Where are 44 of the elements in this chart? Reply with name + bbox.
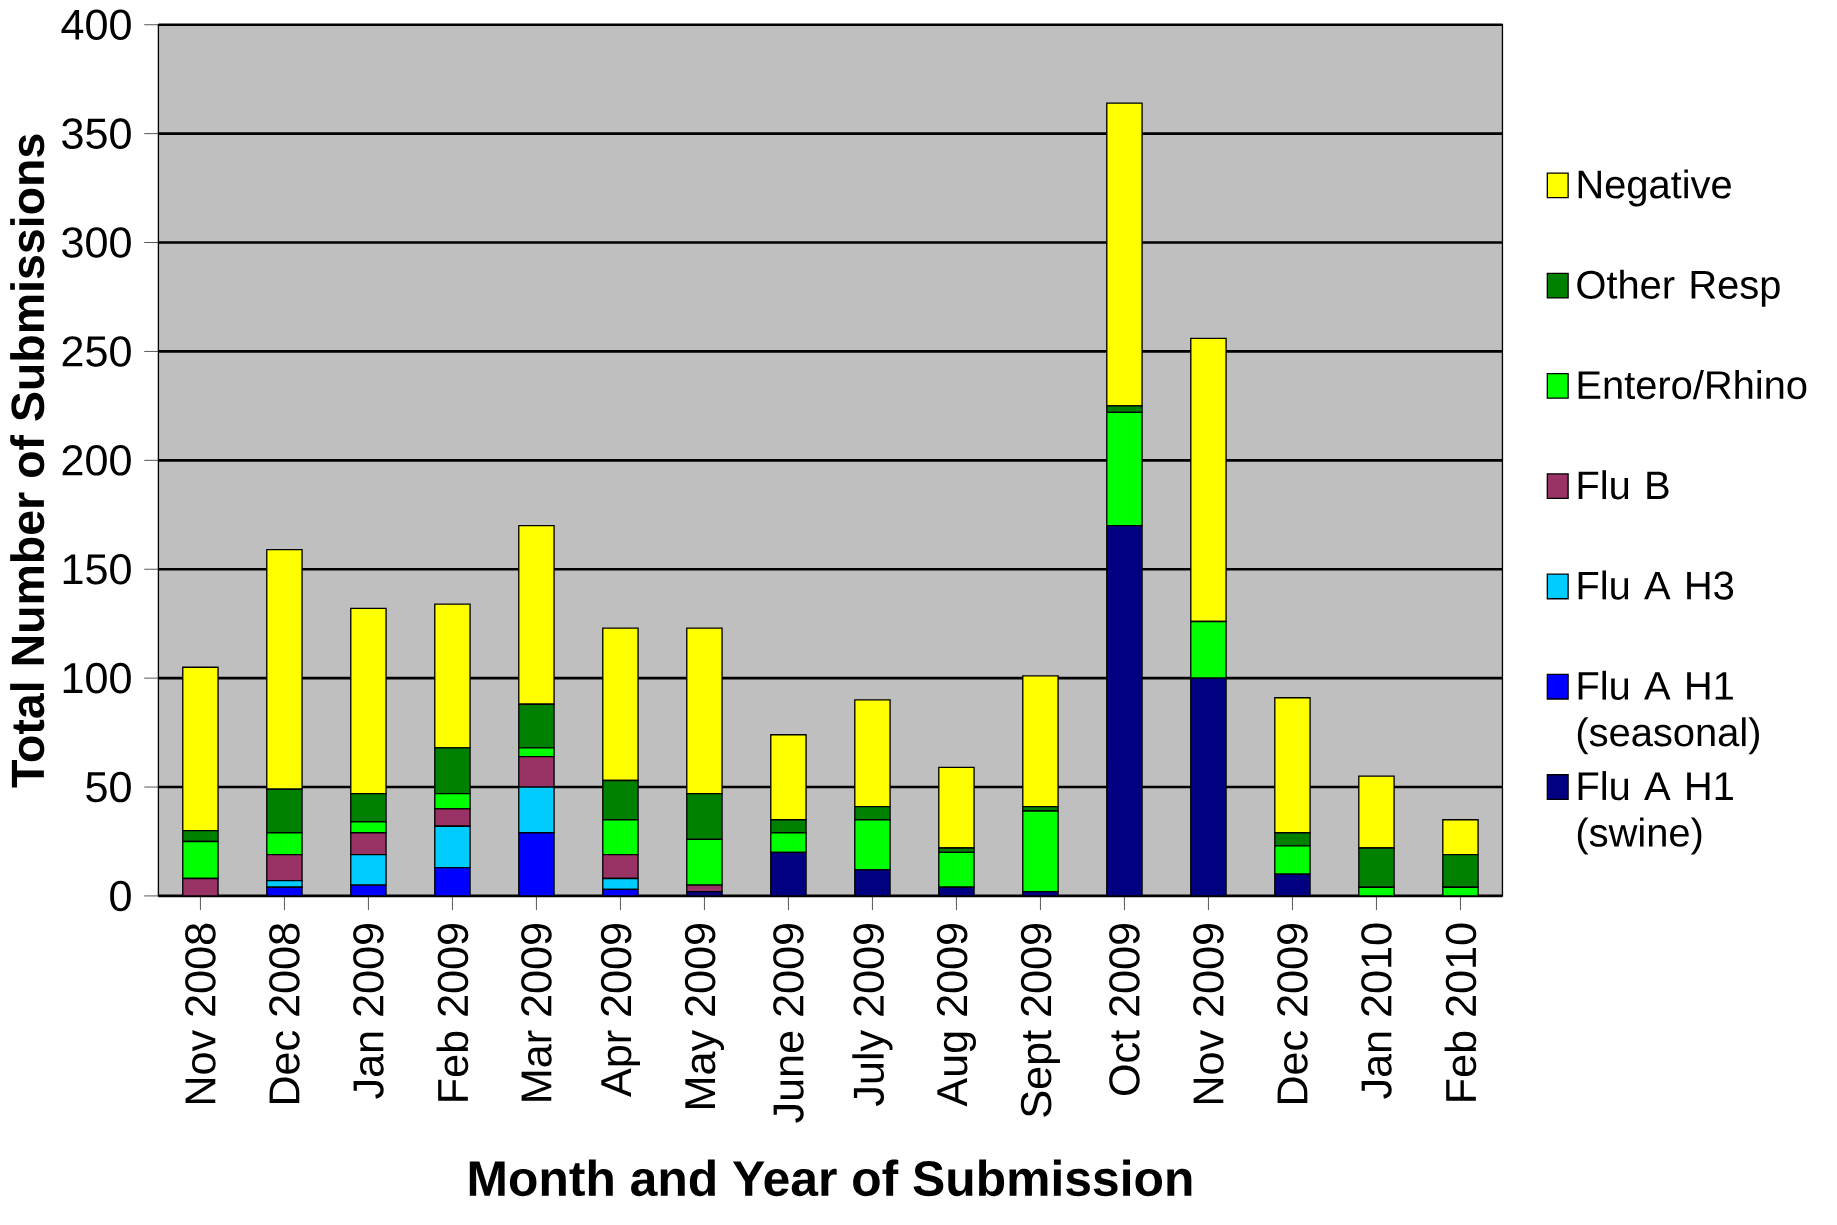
x-tick-label: Dec 2009 (1277, 923, 1308, 1104)
legend-label: Flu A H1 (swine) (1577, 771, 1733, 855)
y-tick-label: 350 (62, 118, 131, 149)
bar (770, 851, 807, 896)
legend-label: Other Resp (1577, 269, 1780, 307)
y-tick-label: 150 (63, 553, 131, 585)
y-tick-label: 300 (62, 227, 131, 258)
x-tick-label: June 2009 (773, 923, 804, 1123)
x-tick-label: Feb 2009 (436, 923, 469, 1101)
x-tick-label: Dec 2008 (269, 923, 300, 1104)
bar (854, 869, 891, 896)
bar (1022, 675, 1059, 808)
legend-label: Flu B (1578, 470, 1669, 500)
x-tick-label: Aug 2009 (936, 923, 976, 1107)
x-tick-label: July 2009 (852, 923, 893, 1106)
y-tick-label: 250 (62, 336, 131, 367)
legend-label: Flu A H1 (seasonal) (1577, 670, 1759, 755)
bar (434, 866, 471, 896)
legend-label: Negative (1578, 169, 1731, 207)
legend-label: Entero/Rhino (1578, 369, 1807, 400)
y-tick-label: 50 (86, 771, 131, 803)
x-tick-label: Sept 2009 (1020, 923, 1060, 1117)
x-tick-label: Mar 2009 (521, 923, 552, 1101)
bar (938, 851, 975, 888)
x-tick-label: Jan 2010 (1361, 923, 1392, 1099)
x-tick-label: Nov 2009 (1193, 923, 1224, 1104)
bar (1190, 677, 1227, 896)
y-tick-label: 400 (61, 9, 131, 41)
y-tick-label: 0 (110, 880, 131, 912)
bar (1022, 810, 1059, 893)
y-axis-title: Total Number of Submissions (10, 134, 45, 788)
y-tick-label: 200 (62, 445, 131, 476)
y-tick-label: 100 (63, 662, 131, 694)
x-tick-label: May 2009 (684, 923, 724, 1108)
bar (938, 766, 975, 849)
x-tick-label: Nov 2008 (185, 923, 216, 1104)
bar (1106, 525, 1143, 896)
legend-label: Flu A H3 (1578, 570, 1734, 600)
x-tick-label: Oct 2009 (1109, 923, 1140, 1096)
x-tick-label: Apr 2009 (600, 923, 640, 1097)
x-axis-title: Month and Year of Submission (469, 1159, 1192, 1197)
x-tick-label: Jan 2009 (353, 923, 384, 1099)
bar (518, 832, 555, 896)
x-tick-label: Feb 2010 (1444, 923, 1477, 1101)
